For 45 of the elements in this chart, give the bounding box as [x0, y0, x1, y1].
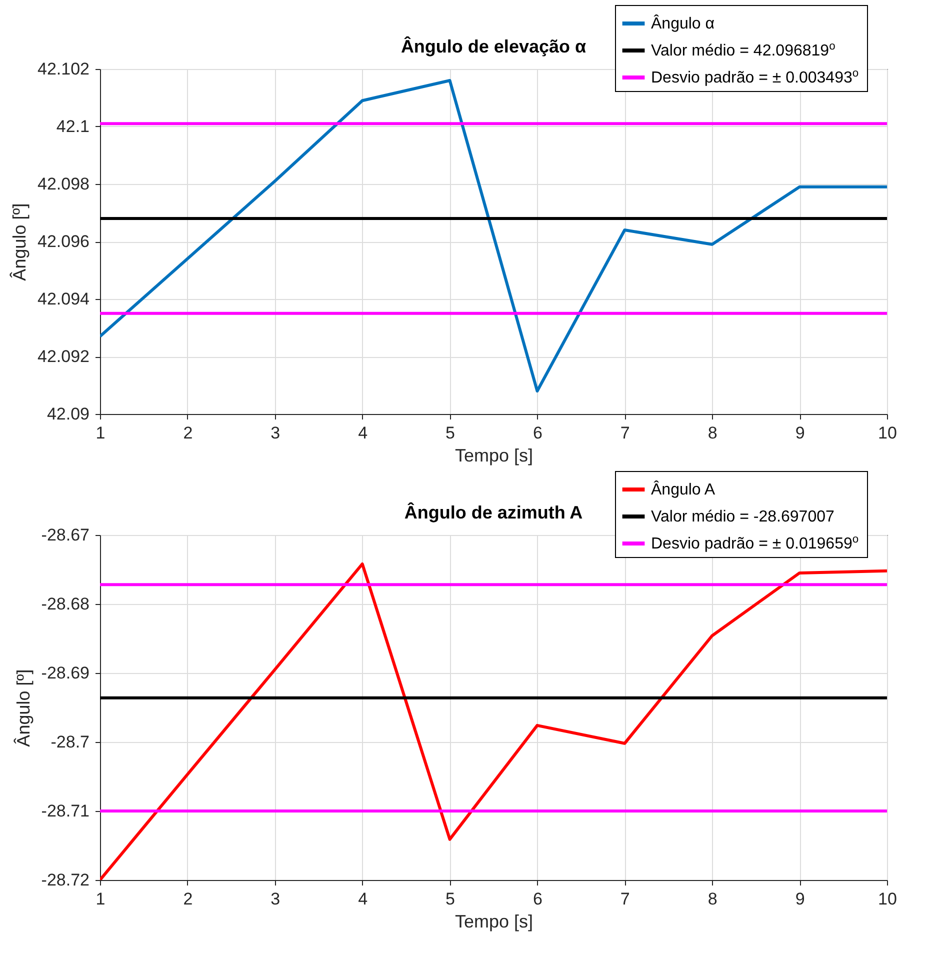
x-tick-label: 3: [270, 424, 280, 442]
chart-title: Ângulo de elevação α: [400, 36, 586, 56]
x-tick-label: 9: [795, 890, 805, 908]
legend-label: Desvio padrão = ± 0.003493$^{o}$: [651, 68, 859, 86]
x-tick-label: 3: [270, 890, 280, 908]
legend-label: Valor médio = -28.697007: [651, 508, 834, 526]
x-tick-label: 1: [96, 890, 106, 908]
x-tick-label: 8: [708, 890, 718, 908]
y-axis-title: Ângulo [º]: [10, 203, 30, 281]
legend-label: Ângulo α: [651, 14, 715, 32]
x-tick-label: 2: [183, 890, 193, 908]
chart-title: Ângulo de azimuth A: [404, 502, 583, 522]
y-tick-label: -28.71: [41, 802, 90, 820]
x-axis-title: Tempo [s]: [454, 912, 534, 932]
y-tick-label: 42.094: [38, 290, 90, 308]
x-tick-label: 6: [532, 890, 542, 908]
legend-label: Desvio padrão = ± 0.019659$^{o}$: [651, 534, 859, 552]
x-tick-label: 10: [878, 424, 897, 442]
x-axis-title: Tempo [s]: [454, 446, 534, 466]
y-tick-label: -28.7: [50, 732, 90, 752]
x-tick-label: 6: [532, 424, 542, 442]
y-tick-label: -28.68: [41, 594, 90, 614]
y-tick-label: -28.72: [41, 870, 90, 890]
y-tick-label: 42.1: [56, 117, 90, 136]
x-tick-label: 2: [183, 424, 193, 442]
y-tick-label: 42.102: [38, 60, 90, 78]
y-axis-title: Ângulo [º]: [13, 669, 34, 747]
x-tick-label: 4: [358, 424, 368, 442]
y-tick-label: 42.098: [38, 174, 90, 194]
x-tick-label: 5: [446, 424, 456, 442]
x-tick-label: 5: [446, 890, 456, 908]
x-tick-label: 7: [620, 890, 630, 908]
y-tick-label: -28.67: [41, 526, 90, 544]
y-tick-label: 42.096: [38, 232, 90, 251]
x-tick-label: 10: [878, 890, 897, 908]
x-tick-label: 7: [620, 424, 630, 442]
x-tick-label: 4: [358, 890, 368, 908]
x-tick-label: 9: [795, 424, 805, 442]
y-tick-label: 42.092: [38, 347, 90, 366]
y-tick-label: 42.09: [46, 404, 90, 424]
x-tick-label: 8: [708, 424, 718, 442]
legend-label: Valor médio = 42.096819$^{o}$: [651, 40, 836, 60]
legend-label: Ângulo A: [651, 480, 716, 498]
x-tick-label: 1: [96, 424, 106, 442]
y-tick-label: -28.69: [41, 664, 90, 682]
